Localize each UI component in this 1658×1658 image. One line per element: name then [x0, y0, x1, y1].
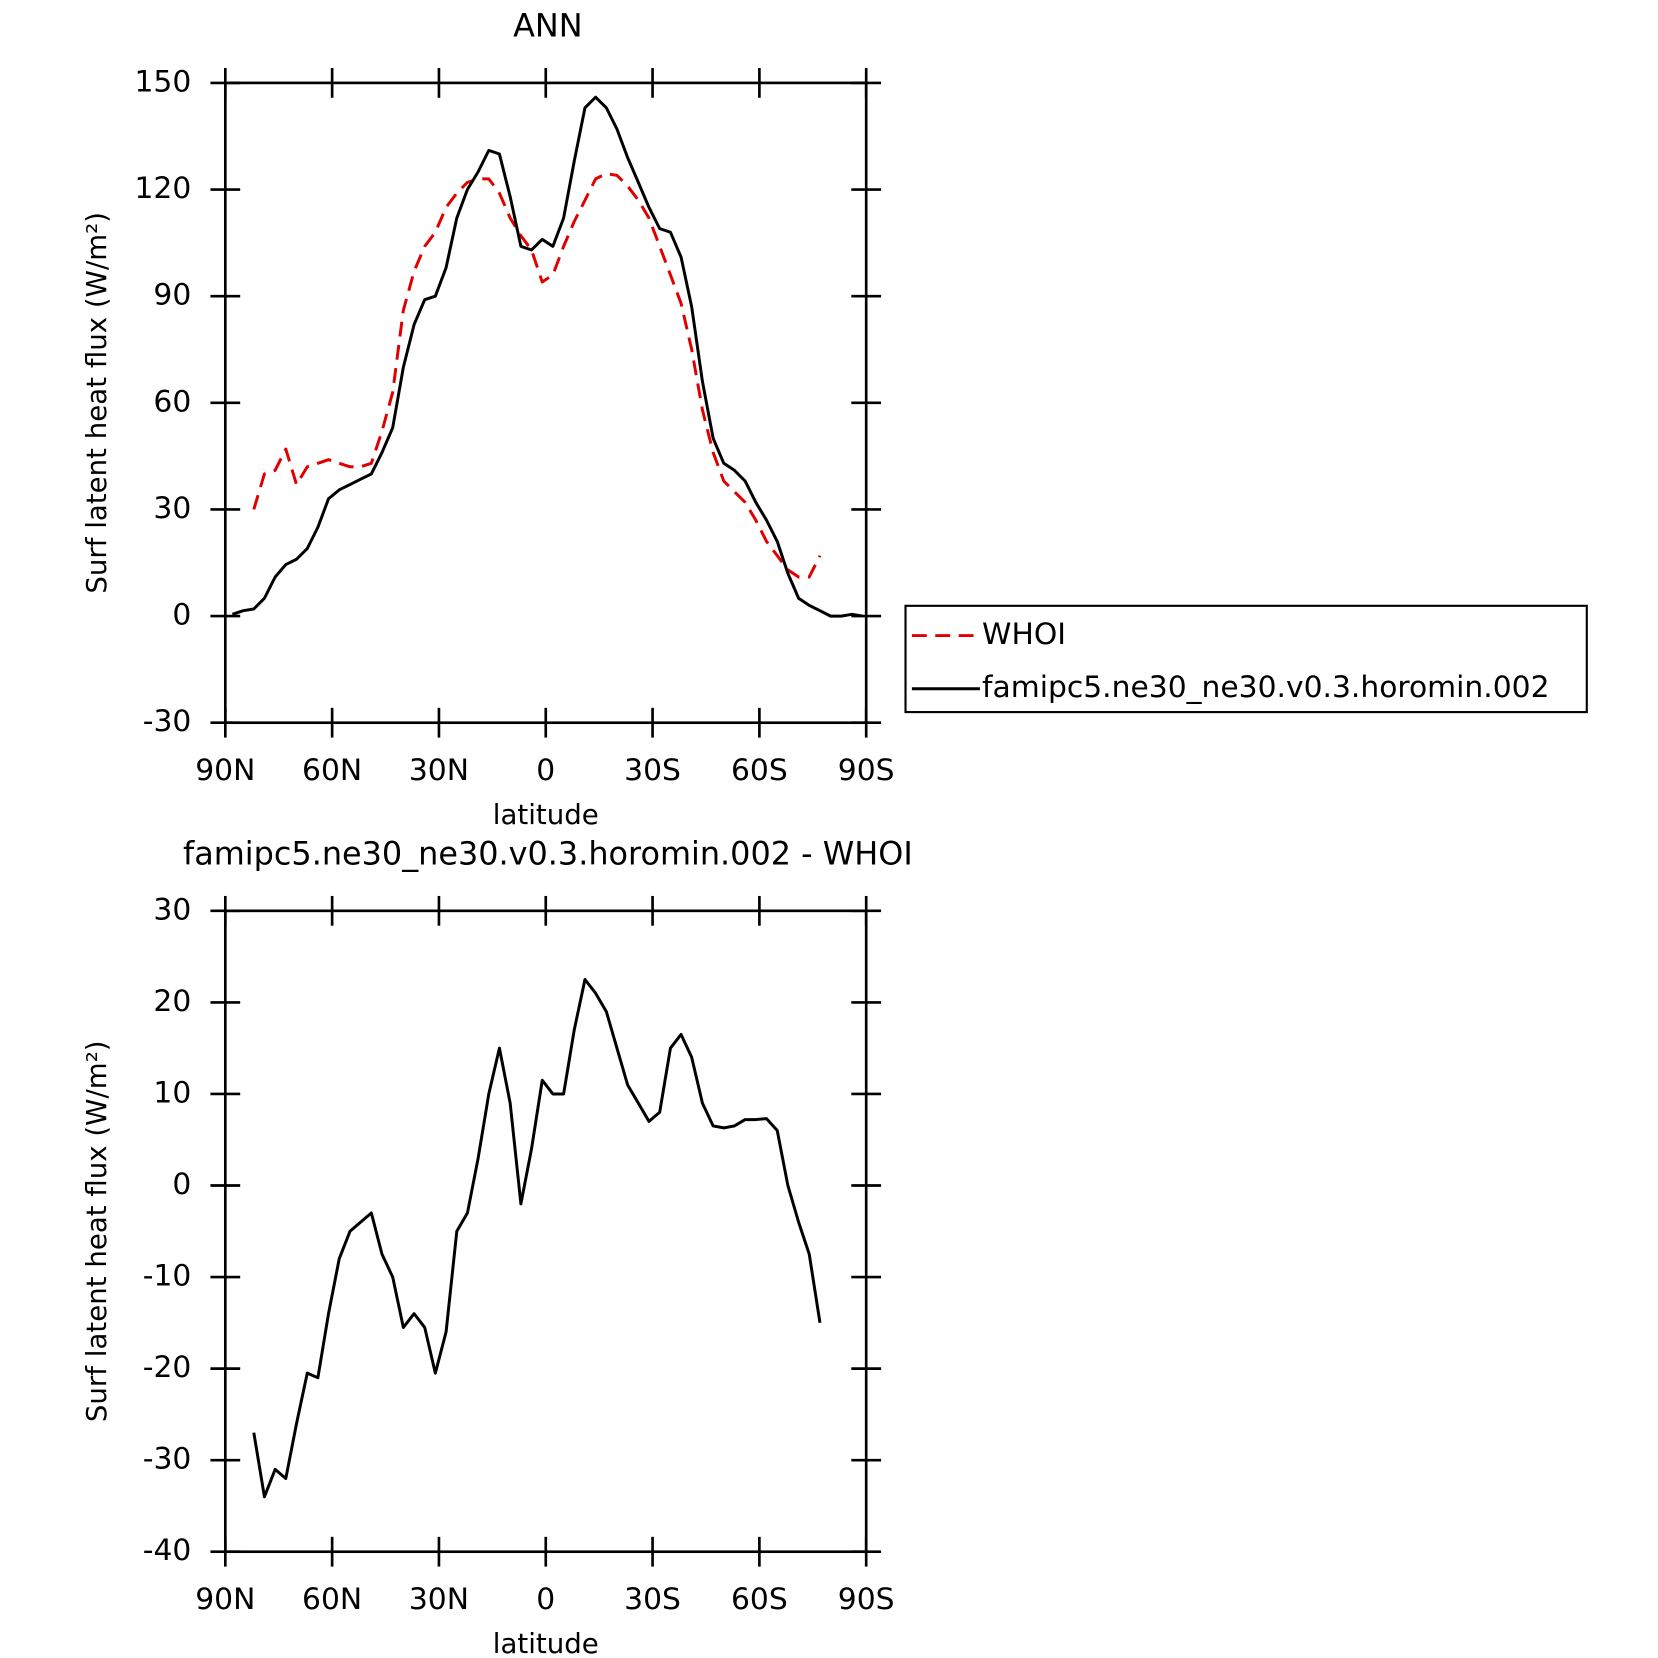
y-axis-label: Surf latent heat flux (W/m²) — [80, 212, 113, 594]
x-tick-label: 0 — [536, 753, 555, 788]
legend-label: famipc5.ne30_ne30.v0.3.horomin.002 — [982, 670, 1550, 705]
x-tick-label: 30N — [409, 753, 469, 788]
x-tick-label: 60S — [731, 1582, 788, 1617]
y-tick-label: 30 — [153, 491, 191, 526]
y-axis-label: Surf latent heat flux (W/m²) — [80, 1040, 113, 1422]
y-tick-label: 10 — [153, 1075, 191, 1110]
y-tick-label: -10 — [143, 1259, 192, 1294]
x-tick-label: 90N — [195, 753, 255, 788]
data-line — [231, 95, 863, 618]
x-tick-label: 60S — [731, 753, 788, 788]
chart-title: ANN — [513, 7, 582, 45]
x-tick-label: 30S — [624, 753, 681, 788]
plot-frame — [223, 909, 868, 1554]
x-tick-label: 90S — [838, 1582, 895, 1617]
data-line — [252, 172, 822, 579]
y-tick-label: -20 — [143, 1350, 192, 1385]
x-tick-label: 30N — [409, 1582, 469, 1617]
y-tick-label: 20 — [153, 984, 191, 1019]
data-line — [252, 978, 822, 1499]
x-tick-label: 60N — [302, 753, 362, 788]
y-tick-label: 150 — [135, 64, 192, 99]
y-tick-label: 0 — [172, 598, 191, 633]
y-tick-label: 0 — [172, 1167, 191, 1202]
y-tick-label: -40 — [143, 1533, 192, 1568]
x-axis-label: latitude — [493, 1627, 599, 1658]
y-tick-label: 30 — [153, 892, 191, 927]
x-axis-label: latitude — [493, 798, 599, 831]
x-tick-label: 30S — [624, 1582, 681, 1617]
y-tick-label: 90 — [153, 278, 191, 313]
x-tick-label: 60N — [302, 1582, 362, 1617]
legend-box — [904, 604, 1588, 714]
y-tick-label: -30 — [143, 704, 192, 739]
chart-title: famipc5.ne30_ne30.v0.3.horomin.002 - WHO… — [183, 835, 913, 873]
x-tick-label: 90N — [195, 1582, 255, 1617]
y-tick-label: -30 — [143, 1442, 192, 1477]
plot-frame — [223, 81, 868, 725]
x-tick-label: 0 — [536, 1582, 555, 1617]
x-tick-label: 90S — [838, 753, 895, 788]
legend-label: WHOI — [982, 617, 1066, 652]
y-tick-label: 120 — [135, 171, 192, 206]
y-tick-label: 60 — [153, 384, 191, 419]
